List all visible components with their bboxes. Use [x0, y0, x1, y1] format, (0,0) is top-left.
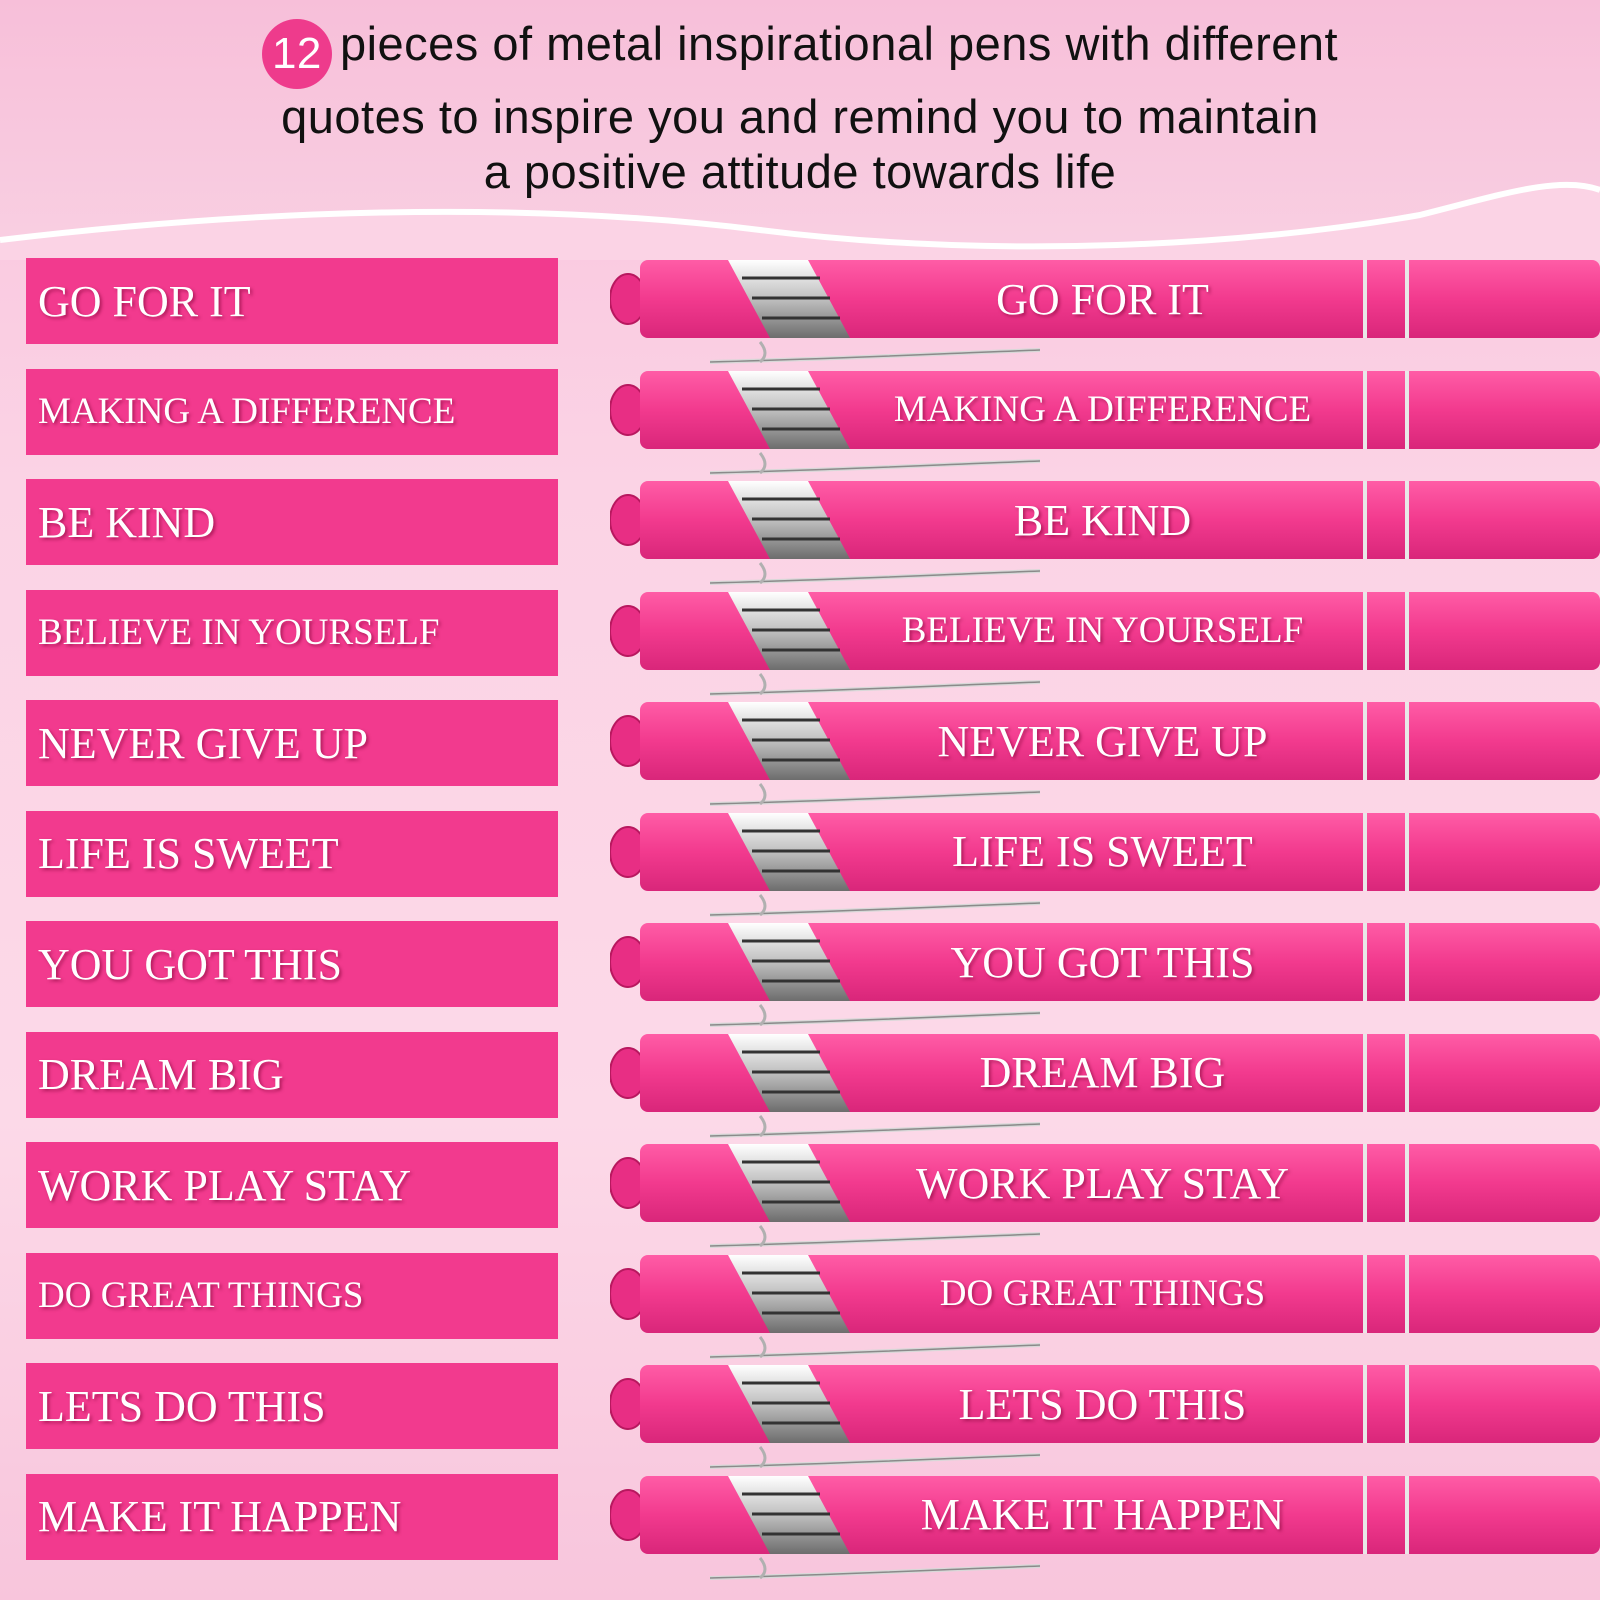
- quote-label: DREAM BIG: [26, 1031, 558, 1118]
- pen-icon: [610, 923, 1600, 1027]
- pen-icon: [610, 1144, 1600, 1248]
- pen: DO GREAT THINGS: [610, 1253, 1600, 1363]
- quote-label-text: BE KIND: [38, 497, 216, 547]
- quote-label-text: LETS DO THIS: [38, 1381, 326, 1431]
- quote-label: GO FOR IT: [26, 258, 558, 344]
- pen-icon: [610, 1365, 1600, 1469]
- pen: MAKE IT HAPPEN: [610, 1474, 1600, 1584]
- pen: LETS DO THIS: [610, 1363, 1600, 1473]
- quote-label-text: WORK PLAY STAY: [38, 1160, 411, 1210]
- quote-label: MAKE IT HAPPEN: [26, 1473, 558, 1560]
- quote-label-text: LIFE IS SWEET: [38, 829, 339, 878]
- pen-icon: [610, 260, 1600, 364]
- quote-label-text: YOU GOT THIS: [38, 939, 342, 989]
- headline-line-3: a positive attitude towards life: [483, 145, 1117, 198]
- pen: BELIEVE IN YOURSELF: [610, 590, 1600, 700]
- quote-label: YOU GOT THIS: [26, 921, 558, 1007]
- wave-divider: [0, 181, 1600, 260]
- pen-icon: [610, 370, 1600, 475]
- pen: DREAM BIG: [610, 1032, 1600, 1142]
- pen-quote-text: MAKING A DIFFERENCE: [893, 389, 1312, 430]
- pen-icon: [610, 702, 1600, 806]
- quote-label: DO GREAT THINGS: [26, 1252, 558, 1339]
- pen: GO FOR IT: [610, 258, 1600, 368]
- quote-label: LETS DO THIS: [26, 1363, 558, 1449]
- pen-quote-text: DREAM BIG: [979, 1048, 1226, 1097]
- pen: BE KIND: [610, 479, 1600, 589]
- quote-label-text: BELIEVE IN YOURSELF: [38, 612, 440, 653]
- quote-label-text: DO GREAT THINGS: [38, 1275, 364, 1316]
- pen-icon: [610, 1033, 1600, 1138]
- pen: MAKING A DIFFERENCE: [610, 369, 1600, 479]
- pen-quote-text: BE KIND: [1013, 495, 1192, 545]
- quote-label: LIFE IS SWEET: [26, 810, 558, 897]
- quote-label-text: MAKING A DIFFERENCE: [38, 391, 456, 432]
- quote-label-text: DREAM BIG: [38, 1050, 284, 1099]
- pen: NEVER GIVE UP: [610, 700, 1600, 810]
- headline-line-1: 12 pieces of metal inspirational pens wit…: [150, 16, 1450, 89]
- pen-quote-text: NEVER GIVE UP: [937, 716, 1268, 766]
- pen-icon: [610, 812, 1600, 917]
- pen-quote-text: YOU GOT THIS: [950, 937, 1255, 987]
- headline: 12 pieces of metal inspirational pens wit…: [150, 16, 1450, 199]
- quote-label: NEVER GIVE UP: [26, 700, 558, 786]
- pen-quote-text: MAKE IT HAPPEN: [920, 1490, 1285, 1539]
- pen: WORK PLAY STAY: [610, 1142, 1600, 1252]
- pen-icon: [610, 1254, 1600, 1359]
- quote-label: BE KIND: [26, 479, 558, 565]
- quote-label-text: MAKE IT HAPPEN: [38, 1492, 402, 1541]
- count-badge: 12: [261, 19, 332, 89]
- pen-quote-text: LIFE IS SWEET: [952, 827, 1253, 876]
- pen-icon: [610, 591, 1600, 696]
- pen-quote-text: BELIEVE IN YOURSELF: [901, 610, 1304, 651]
- quote-label: WORK PLAY STAY: [26, 1142, 558, 1228]
- headline-text-1: pieces of metal inspirational pens with …: [339, 17, 1339, 70]
- pen: YOU GOT THIS: [610, 921, 1600, 1031]
- quote-label: BELIEVE IN YOURSELF: [26, 589, 558, 676]
- pen-quote-text: LETS DO THIS: [958, 1379, 1247, 1429]
- headline-line-2: quotes to inspire you and remind you to …: [281, 90, 1319, 143]
- quote-label: MAKING A DIFFERENCE: [26, 368, 558, 455]
- pen-quote-text: DO GREAT THINGS: [939, 1273, 1266, 1314]
- pen-icon: [610, 481, 1600, 585]
- quote-label-text: NEVER GIVE UP: [38, 718, 368, 768]
- pen-quote-text: WORK PLAY STAY: [916, 1158, 1289, 1208]
- pen-icon: [610, 1475, 1600, 1580]
- quote-label-text: GO FOR IT: [38, 276, 251, 326]
- pen-quote-text: GO FOR IT: [996, 274, 1209, 324]
- pen: LIFE IS SWEET: [610, 811, 1600, 921]
